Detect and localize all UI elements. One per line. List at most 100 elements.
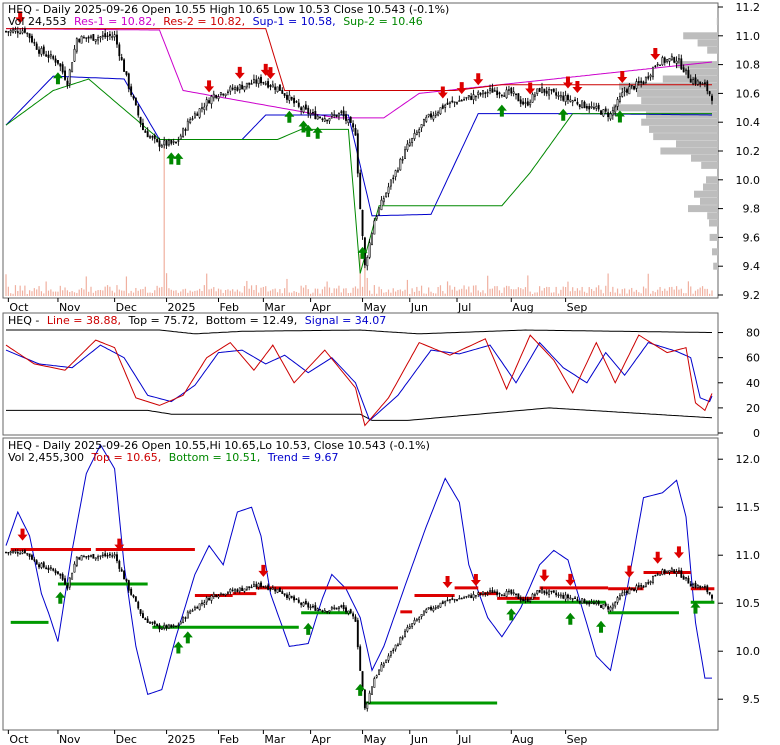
candle-body: [267, 81, 270, 88]
candle-body: [626, 590, 628, 594]
candle-body: [363, 689, 366, 709]
candle-body: [557, 95, 560, 97]
candle-body: [231, 589, 234, 592]
candle-body: [401, 637, 404, 639]
candle-body: [123, 59, 126, 72]
candle-body: [708, 592, 711, 595]
candle-body: [559, 594, 562, 597]
volume-bar: [675, 286, 678, 296]
middle-panel-title: HEQ - Line = 38.88, Top = 75.72, Bottom …: [8, 314, 386, 327]
candle-body: [262, 585, 265, 588]
candle-body: [359, 172, 362, 210]
candle-body: [611, 110, 614, 116]
volume-profile-bar: [709, 219, 718, 227]
candle-body: [465, 595, 468, 598]
candle-body: [203, 106, 206, 111]
candle-body: [559, 95, 562, 98]
volume-bar: [182, 289, 184, 296]
volume-bar: [92, 292, 94, 296]
sup1-line: [5, 75, 712, 217]
volume-bars: [5, 146, 713, 296]
candle-body: [507, 590, 510, 593]
candle-body: [87, 36, 90, 39]
candle-body: [243, 588, 246, 592]
sell-arrow: [525, 82, 536, 95]
x-tick-label: Sep: [567, 301, 588, 314]
candle-body: [21, 30, 24, 34]
candle-body: [633, 588, 636, 591]
volume-bar: [614, 292, 616, 296]
volume-bar: [461, 288, 463, 296]
candle-body: [269, 85, 272, 87]
volume-bar: [616, 288, 619, 296]
sell-arrow: [673, 546, 684, 559]
candle-body: [156, 623, 159, 627]
candle-body: [474, 95, 477, 98]
candle-body: [217, 595, 220, 598]
candle-body: [5, 30, 7, 33]
volume-bar: [437, 287, 439, 296]
volume-bar: [574, 290, 576, 296]
candle-body: [484, 92, 487, 95]
candle-body: [680, 58, 683, 70]
volume-bar: [498, 290, 501, 296]
volume-bar: [366, 277, 368, 296]
candle-body: [689, 583, 692, 587]
candle-body: [241, 587, 244, 592]
x-tick-label: 2025: [168, 301, 196, 314]
volume-bar: [579, 290, 581, 296]
candle-body: [427, 113, 430, 117]
volume-bar: [99, 289, 102, 296]
volume-bar: [14, 285, 17, 296]
volume-bar: [517, 287, 519, 296]
candle-body: [52, 568, 55, 571]
candle-body: [80, 35, 83, 44]
volume-bar: [534, 292, 536, 296]
x-tick-label: Apr: [312, 733, 332, 745]
sell-arrow: [265, 67, 276, 80]
candle-body: [175, 625, 177, 628]
volume-bar: [201, 291, 203, 296]
volume-bar: [165, 273, 168, 296]
candle-body: [562, 95, 565, 101]
buy-arrow: [298, 120, 309, 133]
volume-bar: [522, 289, 524, 296]
candle-body: [439, 107, 442, 115]
volume-bar: [142, 288, 144, 296]
candle-body: [467, 95, 470, 98]
candle-body: [198, 603, 201, 610]
sell-arrow: [258, 564, 269, 577]
volume-bar: [184, 288, 187, 296]
candle-body: [274, 86, 277, 90]
candle-body: [47, 54, 50, 58]
volume-bar: [465, 289, 468, 296]
candle-body: [522, 598, 525, 602]
candle-body: [78, 39, 81, 42]
volume-bar: [305, 285, 307, 296]
buy-arrow: [303, 124, 314, 137]
candle-body: [585, 106, 588, 109]
candle-body: [666, 59, 669, 63]
buy-arrow: [690, 601, 701, 614]
y-tick-label: 10.5: [736, 597, 761, 610]
candle-body: [446, 102, 449, 105]
volume-bar: [357, 288, 359, 296]
volume-bar: [130, 290, 132, 296]
volume-bar: [609, 291, 612, 296]
candle-body: [541, 589, 543, 594]
candle-body: [326, 119, 329, 122]
candle-body: [111, 36, 114, 38]
candle-body: [7, 31, 10, 33]
candle-body: [531, 593, 534, 600]
candle-body: [201, 107, 203, 109]
candle-body: [300, 107, 303, 111]
volume-bar: [550, 292, 553, 296]
candle-body: [604, 603, 607, 606]
candle-body: [75, 556, 78, 566]
candle-body: [668, 58, 671, 62]
candle-body: [588, 601, 591, 605]
x-tick-label: Sep: [567, 733, 588, 745]
candle-body: [406, 143, 409, 151]
sell-arrow: [17, 528, 28, 541]
candle-body: [696, 80, 699, 85]
